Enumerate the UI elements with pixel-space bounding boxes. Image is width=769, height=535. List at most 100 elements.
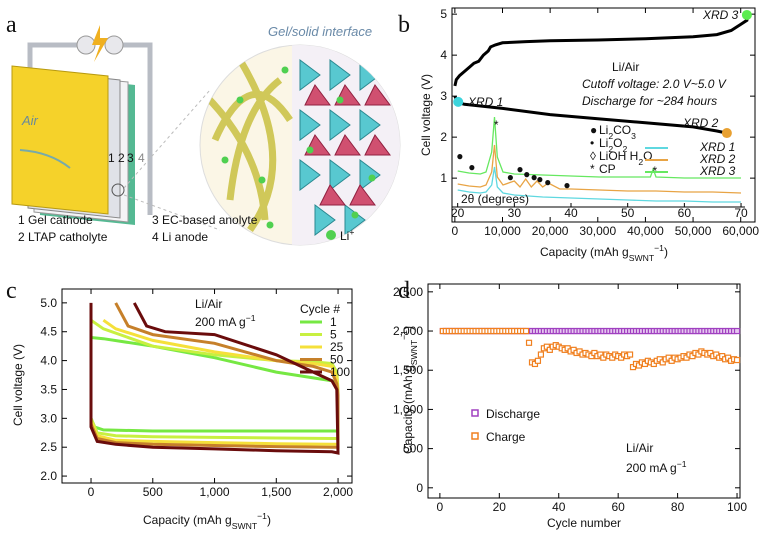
y-axis-title: Capacity (mAh gSWNT−1) bbox=[399, 326, 419, 454]
plot-frame bbox=[451, 7, 756, 223]
legend-label: 100 bbox=[330, 365, 350, 379]
y-tick-label: 4 bbox=[440, 48, 447, 62]
y-tick-label: 3.0 bbox=[40, 411, 57, 425]
x-axis-title-part: SWNT bbox=[629, 253, 655, 263]
legend-label-part: O bbox=[643, 149, 652, 163]
inset-x-tick-label: 60 bbox=[678, 206, 692, 220]
legend-label-part: 2 bbox=[608, 144, 613, 154]
y-tick-label: 0 bbox=[416, 481, 423, 495]
xrd-point bbox=[741, 9, 752, 20]
layer-legend: 4 Li anode bbox=[152, 230, 208, 244]
x-tick-label: 60,000 bbox=[722, 224, 759, 238]
circuit-wire bbox=[27, 42, 153, 215]
panel-letter: d bbox=[398, 278, 410, 304]
legend-label-part: Li bbox=[599, 123, 608, 137]
battery-schematic bbox=[11, 25, 221, 231]
legend-label-part: O bbox=[613, 136, 622, 150]
point-label: XRD 1 bbox=[467, 95, 503, 109]
point-label: XRD 3 bbox=[702, 8, 739, 22]
legend-swatch bbox=[471, 409, 479, 417]
data-square bbox=[534, 357, 542, 364]
legend-label: XRD 1 bbox=[699, 140, 735, 154]
peak-mark: * bbox=[494, 118, 499, 132]
lightning bbox=[92, 25, 108, 62]
y-tick-label: 4.0 bbox=[40, 354, 57, 368]
series-line bbox=[457, 116, 741, 179]
annotation: Li/Air bbox=[626, 441, 653, 455]
x-tick-label: 2,000 bbox=[323, 485, 353, 499]
layer-number: 2 bbox=[118, 151, 125, 165]
annotation-part: Li/Air bbox=[626, 441, 653, 455]
x-axis-title-part: Capacity (mAh g bbox=[143, 513, 232, 527]
x-tick-label: 20 bbox=[493, 500, 507, 514]
legend-symbol: ● bbox=[590, 123, 597, 137]
x-tick-label: 80 bbox=[671, 500, 685, 514]
x-tick-label: 20,000 bbox=[532, 224, 569, 238]
panel-letter: c bbox=[6, 278, 17, 304]
x-axis-title-part: Capacity (mAh g bbox=[540, 245, 629, 259]
series-line bbox=[457, 166, 741, 203]
point-label: XRD 2 bbox=[682, 116, 719, 130]
legend-label-part: 2 bbox=[638, 157, 643, 167]
series-line bbox=[453, 13, 750, 87]
legend-symbol: • bbox=[590, 136, 594, 150]
y-tick-label: 4.5 bbox=[40, 325, 57, 339]
annotation-part: Li/Air bbox=[195, 297, 222, 311]
layer-number: 4 bbox=[138, 151, 145, 165]
y-axis-title-part: ) bbox=[401, 326, 415, 330]
annotation: Discharge for ~284 hours bbox=[582, 94, 717, 108]
x-tick-label: 0 bbox=[88, 485, 95, 499]
x-axis-title-part: ) bbox=[664, 245, 668, 259]
y-axis-title: Cell voltage (V) bbox=[419, 74, 433, 156]
y-tick-label: 2.0 bbox=[40, 469, 57, 483]
legend-label: Li2CO3 bbox=[599, 123, 636, 141]
air-label: Air bbox=[21, 113, 39, 128]
plot-frame bbox=[427, 283, 741, 499]
inset-x-tick-label: 70 bbox=[734, 206, 748, 220]
data-square bbox=[522, 327, 530, 335]
series-line bbox=[457, 144, 742, 194]
data-square bbox=[733, 327, 741, 335]
layer-1 bbox=[11, 65, 109, 215]
terminal-minus bbox=[104, 35, 124, 55]
y-tick-label: 2 bbox=[440, 130, 447, 144]
li-ion-key bbox=[326, 230, 336, 240]
y-axis-title: Cell voltage (V) bbox=[11, 344, 25, 426]
peak-mark: ● bbox=[563, 178, 570, 192]
x-tick-label: 40,000 bbox=[627, 224, 664, 238]
x-tick-label: 0 bbox=[437, 500, 444, 514]
legend-label-part: 2 bbox=[608, 131, 613, 141]
annotation-part: 200 mA g bbox=[626, 461, 677, 475]
x-tick-label: 40 bbox=[552, 500, 566, 514]
x-tick-label: 10,000 bbox=[484, 224, 521, 238]
legend-label-part: LiOH H bbox=[599, 149, 638, 163]
air-arrow bbox=[19, 149, 71, 169]
y-tick-label: 2,000 bbox=[393, 324, 423, 338]
ion-label-part: Li bbox=[340, 229, 349, 243]
legend-label: XRD 3 bbox=[699, 164, 736, 178]
annotation: Li/Air bbox=[612, 60, 639, 74]
inset-x-tick-label: 20 bbox=[451, 206, 465, 220]
annotation: Li/Air bbox=[195, 297, 222, 311]
annotation-part: 200 mA g bbox=[195, 315, 246, 329]
annotation: Cutoff voltage: 2.0 V~5.0 V bbox=[582, 77, 727, 91]
y-tick-label: 500 bbox=[403, 442, 423, 456]
x-axis-title-part: SWNT bbox=[232, 521, 258, 531]
peak-mark: ● bbox=[523, 167, 530, 181]
peak-mark: ● bbox=[507, 170, 514, 184]
y-tick-label: 3.5 bbox=[40, 382, 57, 396]
crystal-cells bbox=[299, 59, 391, 236]
panel-letter: a bbox=[6, 12, 17, 38]
y-tick-label: 1,000 bbox=[393, 402, 423, 416]
ion-label-part: + bbox=[349, 227, 354, 237]
inset-axis-title: 2θ (degrees) bbox=[461, 192, 529, 206]
legend-label: XRD 2 bbox=[699, 152, 736, 166]
ion-label: Li+ bbox=[340, 227, 354, 243]
legend-label: Charge bbox=[486, 430, 526, 444]
zoom-circle bbox=[111, 183, 125, 197]
plot-frame bbox=[61, 288, 353, 484]
legend-label: 1 bbox=[330, 315, 337, 329]
layer-legend: 1 Gel cathode bbox=[18, 213, 93, 227]
legend-label: CP bbox=[599, 162, 616, 176]
